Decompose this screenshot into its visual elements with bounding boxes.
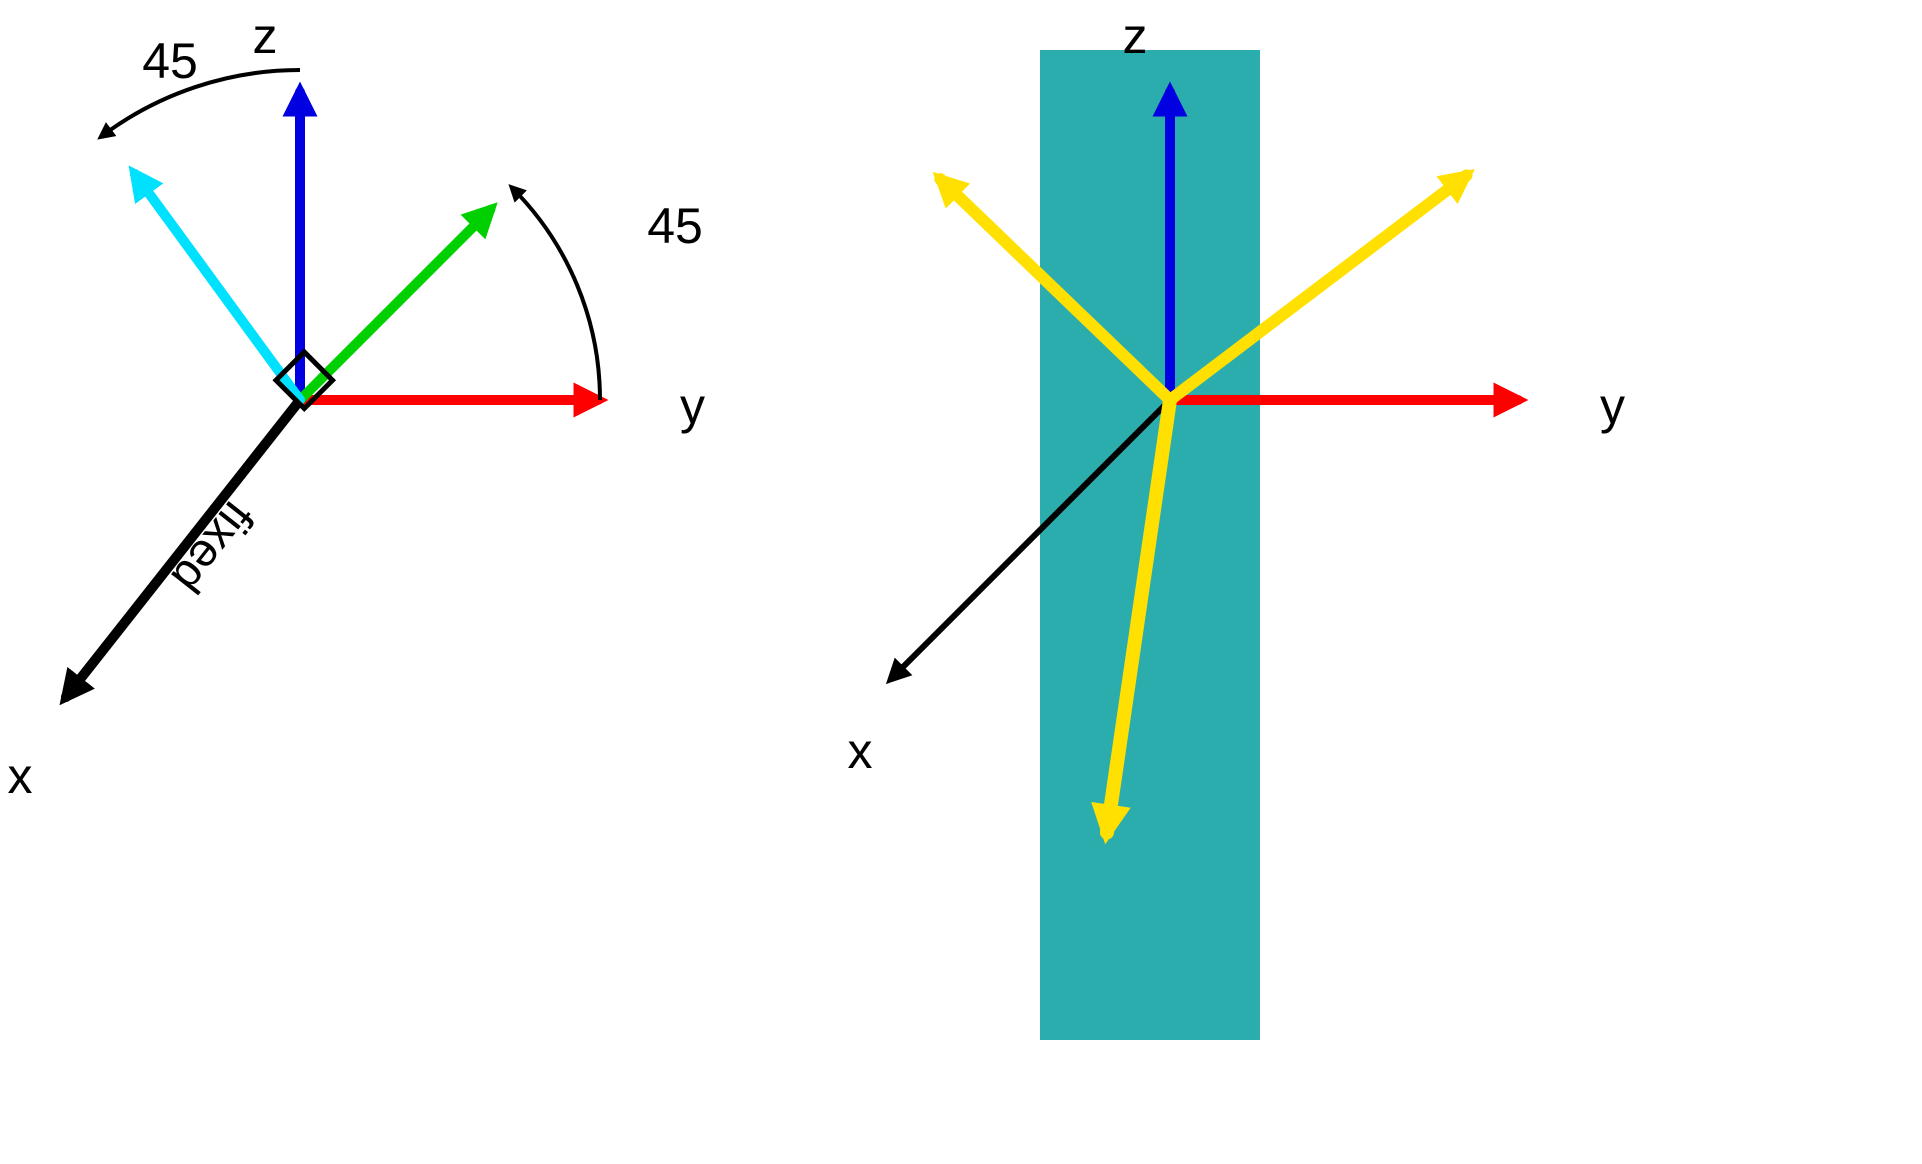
y-axis-label: y xyxy=(1600,378,1625,434)
angle-45-right: 45 xyxy=(647,198,703,254)
fixed-label: fixed xyxy=(160,491,264,603)
y-axis-label: y xyxy=(680,378,705,434)
diagram-canvas: z y x fixed 45 45 z y x xyxy=(0,0,1922,1164)
left-coordinate-system: z y x fixed 45 45 xyxy=(8,8,706,804)
z-axis-label: z xyxy=(1123,8,1148,64)
z-axis-label: z xyxy=(253,8,278,64)
x-axis-label: x xyxy=(8,748,33,804)
right-coordinate-system: z y x xyxy=(848,8,1626,1040)
angle-45-top: 45 xyxy=(142,33,198,89)
angle-arc-right xyxy=(512,188,600,400)
angle-arc-top xyxy=(101,70,300,136)
cyan-vector-arrow xyxy=(135,174,300,400)
x-axis-label: x xyxy=(848,723,873,779)
green-vector-arrow xyxy=(300,210,490,400)
